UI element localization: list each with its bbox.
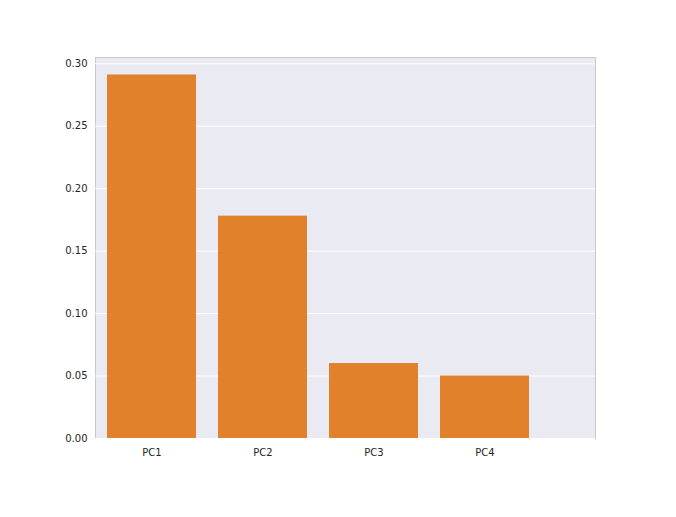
svg-text:0.10: 0.10	[65, 308, 87, 319]
svg-text:0.00: 0.00	[65, 433, 87, 444]
svg-text:0.20: 0.20	[65, 183, 87, 194]
svg-text:PC3: PC3	[364, 447, 383, 458]
svg-text:PC4: PC4	[475, 447, 494, 458]
svg-text:0.30: 0.30	[65, 58, 87, 69]
svg-text:PC1: PC1	[142, 447, 161, 458]
svg-text:0.05: 0.05	[65, 370, 87, 381]
svg-text:PC2: PC2	[253, 447, 272, 458]
svg-text:0.25: 0.25	[65, 120, 87, 131]
svg-text:0.15: 0.15	[65, 245, 87, 256]
